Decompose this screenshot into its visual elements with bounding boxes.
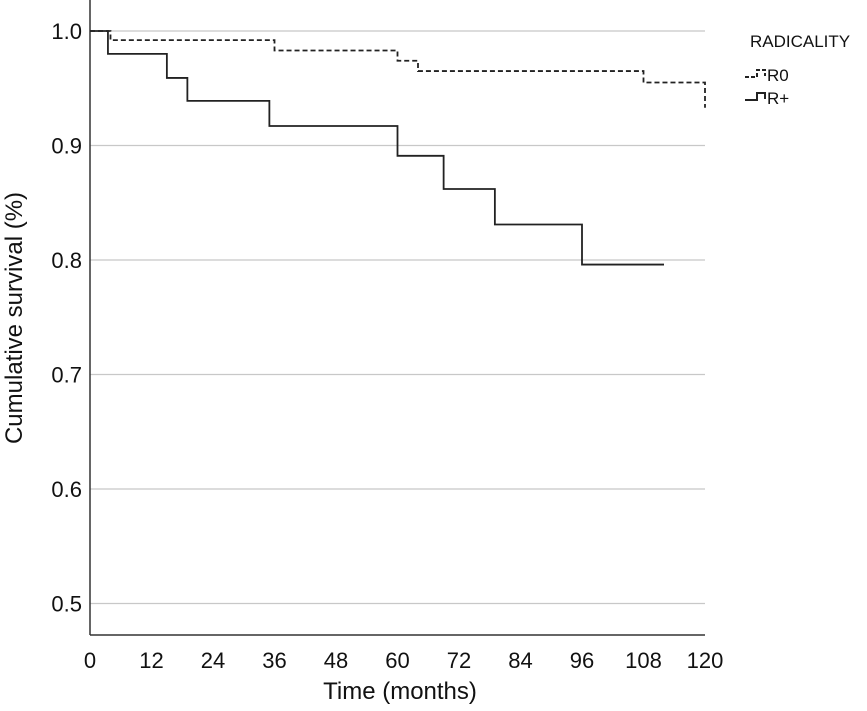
- legend-label: R+: [767, 89, 789, 108]
- legend-title: RADICALITY: [750, 32, 850, 51]
- x-tick-label: 72: [447, 648, 471, 673]
- x-tick-label: 120: [687, 648, 724, 673]
- legend-items: R0 R+: [745, 66, 789, 108]
- y-tick-label: 0.9: [51, 134, 82, 159]
- y-tick-label: 0.7: [51, 363, 82, 388]
- x-tick-label: 36: [262, 648, 286, 673]
- y-tick-label: 0.6: [51, 477, 82, 502]
- series-line-r0: [90, 30, 706, 108]
- x-tick-label: 108: [625, 648, 662, 673]
- x-tick-label: 60: [385, 648, 409, 673]
- x-tick-labels: 0 12 24 36 48 60 72 84 96 108 120: [84, 648, 723, 673]
- x-axis-label: Time (months): [323, 678, 477, 705]
- legend-swatch: [745, 92, 766, 101]
- y-axis-label: Cumulative survival (%): [1, 192, 28, 444]
- y-tick-label: 0.5: [51, 592, 82, 617]
- x-tick-label: 24: [201, 648, 225, 673]
- y-tick-label: 1.0: [51, 19, 82, 44]
- x-tick-label: 12: [139, 648, 163, 673]
- grid-lines: [90, 30, 705, 605]
- x-tick-label: 84: [508, 648, 532, 673]
- series-line-r-plus: [90, 30, 664, 266]
- series-lines: [90, 30, 706, 266]
- x-tick-label: 0: [84, 648, 96, 673]
- x-tick-label: 96: [570, 648, 594, 673]
- y-tick-labels: 0.5 0.6 0.7 0.8 0.9 1.0: [51, 19, 82, 617]
- x-tick-label: 48: [324, 648, 348, 673]
- y-tick-label: 0.8: [51, 248, 82, 273]
- legend-swatch: [745, 69, 766, 78]
- axes: [89, 0, 705, 636]
- legend: RADICALITY R0 R+: [745, 32, 850, 108]
- legend-label: R0: [767, 66, 789, 85]
